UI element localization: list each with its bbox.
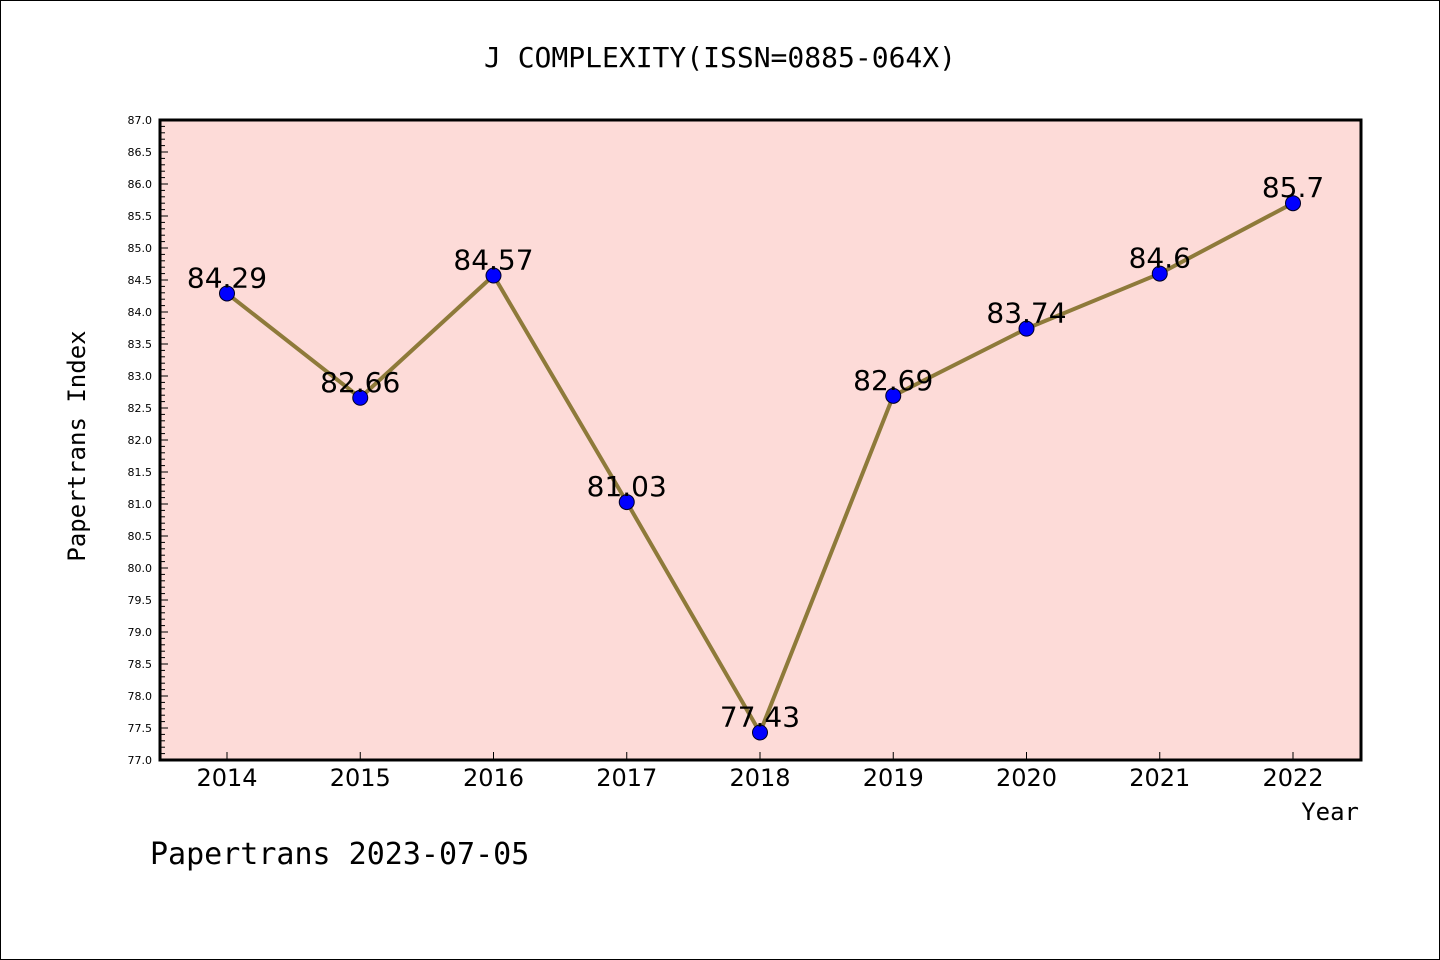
y-tick-label: 78.5 (128, 658, 153, 671)
y-tick-label: 79.0 (128, 626, 153, 639)
footer-caption: Papertrans 2023-07-05 (150, 837, 529, 872)
y-tick-label: 82.0 (128, 434, 153, 447)
y-tick-label: 86.5 (128, 146, 153, 159)
y-tick-label: 81.5 (128, 466, 153, 479)
y-tick-label: 82.5 (128, 402, 153, 415)
y-tick-label: 85.5 (128, 210, 153, 223)
data-label: 77.43 (720, 700, 800, 733)
y-tick-label: 77.5 (128, 722, 153, 735)
y-tick-label: 84.0 (128, 306, 153, 319)
plot-area (158, 118, 1363, 762)
y-tick-label: 80.0 (128, 562, 153, 575)
y-tick-label: 87.0 (128, 114, 153, 127)
data-label: 82.66 (320, 366, 400, 399)
data-label: 85.7 (1262, 171, 1324, 204)
data-point (485, 267, 502, 284)
y-tick-label: 85.0 (128, 242, 153, 255)
data-label: 81.03 (587, 470, 667, 503)
data-point (1151, 265, 1168, 282)
y-axis-label: Papertrans Index (63, 330, 91, 561)
data-label: 84.57 (453, 244, 533, 277)
x-tick-label: 2021 (1129, 764, 1190, 792)
y-tick-label: 78.0 (128, 690, 153, 703)
x-tick-label: 2017 (596, 764, 657, 792)
y-tick-label: 79.5 (128, 594, 153, 607)
data-label: 83.74 (986, 297, 1066, 330)
x-tick-label: 2018 (729, 764, 790, 792)
data-point (1285, 195, 1301, 212)
x-axis: 2014 2015 2016 2017 2018 2019 2020 2021 2022 (196, 752, 1324, 792)
data-label: 84.29 (187, 261, 267, 294)
x-axis-label: Year (1301, 798, 1359, 826)
data-point (352, 389, 369, 406)
x-tick-label: 2022 (1262, 764, 1323, 792)
data-point (1018, 320, 1035, 337)
y-tick-label: 83.0 (128, 370, 153, 383)
data-label: 84.6 (1129, 242, 1191, 275)
x-tick-label: 2020 (996, 764, 1057, 792)
y-axis: 77.0 77.5 78.0 78.5 79.0 79.5 80.0 80.5 81.0 81.5… (128, 114, 168, 767)
y-tick-label: 77.0 (128, 754, 153, 767)
x-tick-label: 2019 (863, 764, 924, 792)
x-tick-label: 2015 (330, 764, 391, 792)
y-tick-label: 81.0 (128, 498, 153, 511)
data-point (219, 285, 235, 302)
data-label: 82.69 (853, 364, 933, 397)
chart-title: J COMPLEXITY(ISSN=0885-064X) (484, 41, 956, 74)
data-point (752, 724, 768, 741)
y-tick-label: 83.5 (128, 338, 153, 351)
y-tick-label: 80.5 (128, 530, 153, 543)
data-point (618, 494, 635, 511)
x-tick-label: 2016 (463, 764, 524, 792)
data-point (885, 387, 902, 404)
x-tick-label: 2014 (196, 764, 257, 792)
series-layer: 84.29 82.66 84.57 81.03 77.43 82.69 83.74 84.6 8… (187, 171, 1324, 741)
y-tick-label: 84.5 (128, 274, 153, 287)
y-tick-label: 86.0 (128, 178, 153, 191)
